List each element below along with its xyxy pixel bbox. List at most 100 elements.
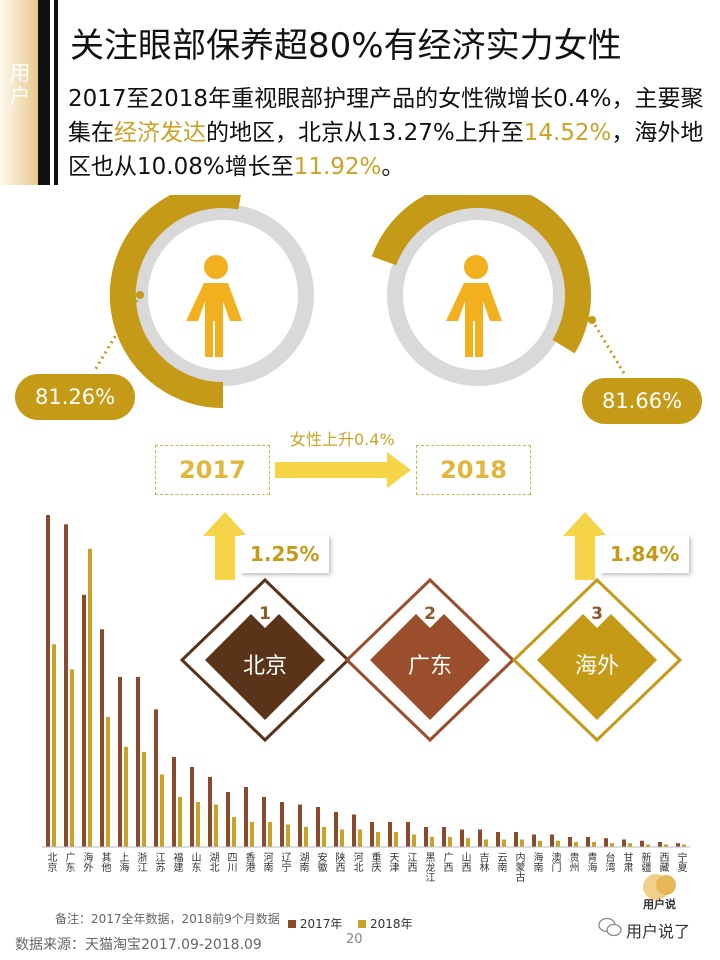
bar-2018 (628, 843, 632, 847)
side-white-band (50, 0, 54, 185)
leader-dot (136, 291, 144, 299)
bar-2018 (268, 822, 272, 847)
bar-2018 (304, 827, 308, 847)
desc-highlight: 14.52% (523, 120, 612, 146)
x-tick-label: 辽宁 (279, 852, 290, 872)
bar-2018 (394, 832, 398, 847)
bar-2018 (232, 817, 236, 847)
x-tick-label: 天津 (387, 852, 398, 872)
bar-2017 (478, 829, 482, 847)
region-name-beijing: 北京 (242, 654, 287, 679)
bar-2017 (514, 832, 518, 847)
bar-2017 (496, 832, 500, 847)
bar-2017 (46, 515, 50, 847)
bar-2017 (172, 756, 176, 847)
bar-2018 (574, 842, 578, 847)
bar-2017 (442, 827, 446, 847)
bar-2017 (676, 843, 680, 847)
x-tick-label: 贵州 (567, 852, 578, 872)
bar-2017 (640, 840, 644, 847)
bar-2017 (190, 766, 194, 847)
bar-2018 (250, 822, 254, 847)
bar-2017 (244, 787, 248, 847)
side-black-band-thin (54, 0, 58, 185)
increment-overseas: 1.84% (600, 535, 690, 573)
bar-2017 (604, 838, 608, 847)
bar-2017 (658, 842, 662, 847)
side-gold-band (0, 0, 38, 185)
x-axis-labels: 北京 广东 海外 其他 上海 浙江 江苏 福建 山东 湖北 四川 香港 河南 辽宁 湖南 安徽 陕西 河北 重庆 天津… (0, 852, 720, 907)
desc-highlight: 经济发达 (114, 120, 206, 146)
bar-2017 (550, 834, 554, 847)
desc-highlight: 11.92% (293, 154, 382, 180)
bar-2017 (406, 822, 410, 847)
wechat-icon (598, 917, 622, 937)
bar-2017 (622, 839, 626, 847)
bar-2017 (370, 822, 374, 847)
leader-line (93, 294, 142, 371)
desc-part: 。 (381, 154, 405, 180)
female-icon (186, 255, 242, 357)
bar-chart (42, 515, 690, 848)
bar-2018 (502, 839, 506, 847)
pct-pill-2017: 81.26% (15, 374, 135, 420)
x-tick-label: 广东 (63, 852, 74, 872)
x-tick-label: 其他 (99, 852, 110, 872)
x-tick-label: 广西 (441, 852, 452, 872)
region-name-guangdong: 广东 (407, 654, 452, 679)
x-tick-label: 山西 (459, 852, 470, 872)
bar-2017 (208, 776, 212, 847)
bar-2018 (52, 644, 56, 847)
bar-2017 (352, 814, 356, 847)
bar-2018 (196, 802, 200, 847)
x-tick-label: 青海 (585, 852, 596, 872)
bar-2017 (100, 629, 104, 847)
legend-label-2017: 2017年 (299, 917, 343, 931)
x-tick-label: 西藏 (657, 852, 668, 872)
bar-2018 (322, 827, 326, 847)
legend-swatch-2018 (358, 920, 367, 928)
bar-2018 (484, 839, 488, 847)
legend-swatch-2017 (288, 920, 296, 928)
up-arrow-icon (563, 512, 607, 580)
bar-2017 (262, 797, 266, 847)
bar-2017 (226, 792, 230, 847)
x-tick-label: 香港 (243, 852, 254, 872)
arrow-label: 女性上升0.4% (290, 430, 395, 449)
bar-2018 (466, 838, 470, 847)
diamond-beijing (179, 577, 351, 743)
diamond-guangdong (344, 577, 516, 743)
bar-2017 (388, 822, 392, 847)
page-number: 20 (346, 932, 363, 947)
bar-2017 (568, 837, 572, 847)
donut-2018 (371, 195, 591, 386)
desc-part: 的地区，北京从13.27%上升至 (206, 120, 524, 146)
bar-2018 (160, 774, 164, 847)
x-tick-label: 四川 (225, 852, 236, 872)
brand-logo-text: 用户说 (643, 898, 676, 911)
bar-2018 (178, 797, 182, 847)
bar-2018 (286, 824, 290, 847)
bar-2017 (136, 676, 140, 847)
x-tick-label: 海南 (531, 852, 542, 872)
x-tick-label: 海外 (81, 852, 92, 872)
pct-pill-2018: 81.66% (582, 378, 702, 424)
side-black-band (38, 0, 50, 185)
bar-2018 (88, 548, 92, 847)
x-tick-label: 云南 (495, 852, 506, 872)
bar-2017 (586, 837, 590, 847)
year-box-2017: 2017 (155, 445, 270, 495)
region-number: 1 (259, 604, 271, 624)
brand-logo-icon (643, 874, 676, 900)
x-tick-label: 湖北 (207, 852, 218, 872)
bar-2018 (520, 839, 524, 847)
donut-ring-gray (387, 204, 569, 386)
bar-2018 (106, 716, 110, 847)
bar-2018 (556, 840, 560, 847)
bar-2017 (298, 804, 302, 847)
bar-2017 (64, 524, 68, 847)
bar-2018 (412, 834, 416, 847)
bar-2018 (376, 832, 380, 847)
x-tick-label: 吉林 (477, 852, 488, 872)
data-source: 数据来源：天猫淘宝2017.09-2018.09 (15, 937, 262, 953)
